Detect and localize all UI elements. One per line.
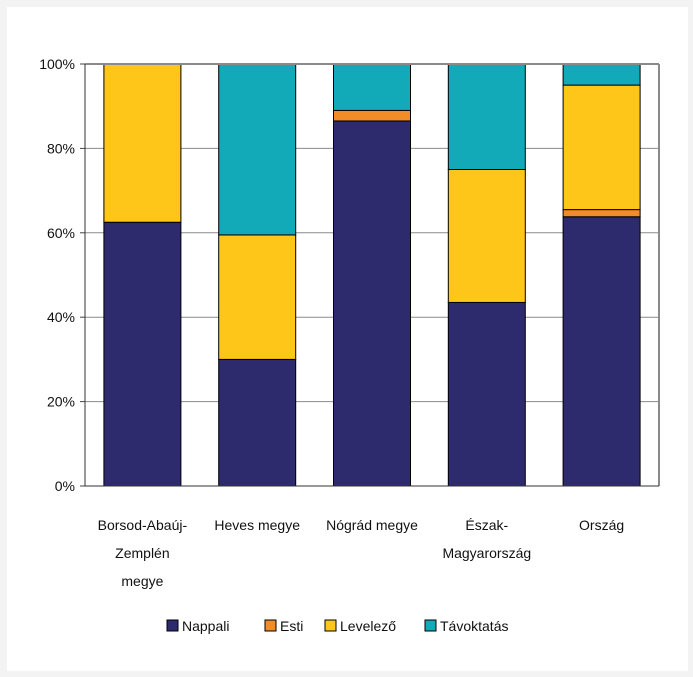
bar-segment-levelező (218, 234, 297, 360)
x-tick-label: Ország (579, 517, 624, 533)
bar-segment-távoktatás (447, 63, 526, 170)
y-tick-label: 80% (47, 140, 75, 156)
legend-label: Nappali (182, 618, 229, 634)
stacked-bar-chart: 0% 20% 40% 60% 80% 100% Borsod-Abaúj- Zemplén me… (39, 56, 660, 634)
bar-segment-távoktatás (218, 63, 297, 236)
y-tick-label: 40% (47, 309, 75, 325)
x-tick-label: Magyarország (442, 545, 531, 561)
bar-segment-nappali (333, 120, 411, 487)
x-tick-label: Nógrád megye (326, 517, 418, 533)
bar-segment-nappali (447, 301, 526, 487)
x-tick-label: Zemplén (115, 545, 169, 561)
bar-segment-nappali (218, 358, 297, 487)
bar-segment-levelező (103, 63, 182, 223)
bar-segment-levelező (447, 169, 526, 303)
y-tick-label: 20% (47, 394, 75, 410)
legend-swatch-nappali (166, 619, 179, 632)
y-tick-label: 0% (55, 478, 75, 494)
x-tick-label: Borsod-Abaúj- (98, 517, 188, 533)
bar-segment-esti (562, 209, 641, 218)
y-tick-label: 100% (39, 56, 75, 72)
legend-label: Levelező (340, 618, 396, 634)
x-tick-label: megye (121, 573, 163, 589)
bar-segment-nappali (562, 216, 641, 487)
x-tick-label: Észak- (465, 517, 508, 533)
y-tick-label: 60% (47, 225, 75, 241)
legend-swatch-távoktatás (424, 619, 437, 632)
bar-segment-levelező (562, 84, 641, 211)
chart-area: 0% 20% 40% 60% 80% 100% Borsod-Abaúj- Zemplén me… (7, 7, 688, 671)
x-tick-label: Heves megye (214, 517, 300, 533)
legend-label: Távoktatás (440, 618, 508, 634)
bar-segment-távoktatás (333, 63, 411, 111)
legend-label: Esti (280, 618, 303, 634)
bar-segment-esti (333, 109, 411, 122)
legend-swatch-levelező (324, 619, 337, 632)
bar-segment-nappali (103, 221, 182, 487)
bar-segment-távoktatás (562, 63, 641, 86)
legend-swatch-esti (264, 619, 277, 632)
